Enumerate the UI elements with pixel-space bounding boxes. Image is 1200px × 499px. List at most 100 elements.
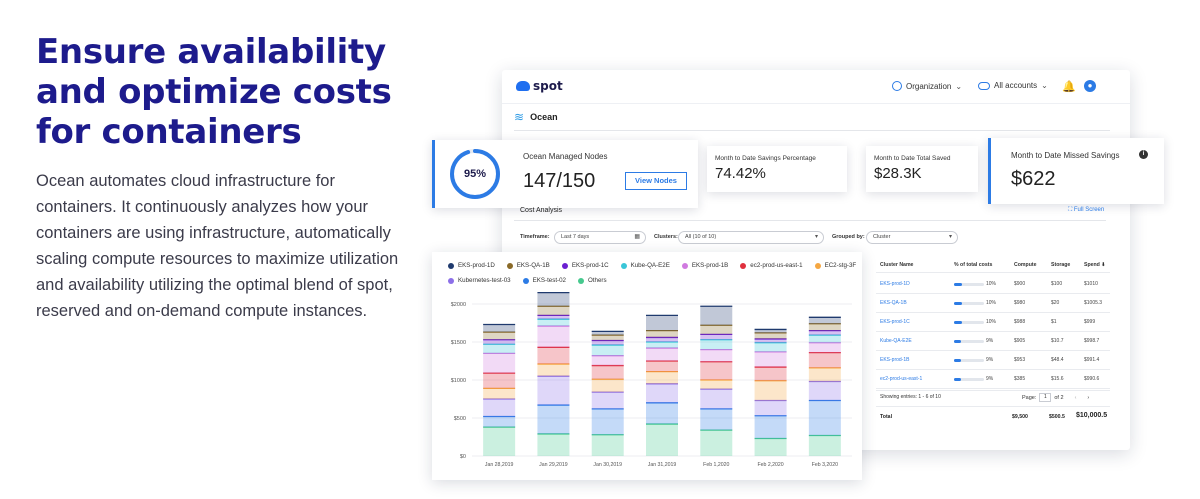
bar-segment[interactable] [808, 435, 841, 456]
bar-segment[interactable] [537, 292, 570, 307]
bar-segment[interactable] [754, 400, 787, 416]
bar-segment[interactable] [537, 319, 570, 327]
bar-segment[interactable] [808, 335, 841, 343]
bar-segment[interactable] [537, 433, 570, 456]
bar-segment[interactable] [483, 324, 516, 333]
col-header-cluster[interactable]: Cluster Name [880, 262, 914, 268]
bar-segment[interactable] [700, 339, 733, 350]
bar-segment[interactable] [754, 367, 787, 381]
bar-segment[interactable] [483, 344, 516, 354]
col-header-spend[interactable]: Spend ⬇ [1084, 262, 1106, 268]
legend-item[interactable]: Others [577, 277, 607, 284]
info-icon[interactable]: i [1139, 150, 1148, 159]
bar-segment[interactable] [483, 339, 516, 345]
bell-icon[interactable]: 🔔 [1062, 81, 1076, 93]
bar-segment[interactable] [591, 355, 624, 366]
organization-selector[interactable]: Organization ⌄ [892, 81, 962, 91]
legend-item[interactable]: EKS-prod-1B [681, 262, 728, 269]
bar-segment[interactable] [646, 371, 678, 384]
bar-segment[interactable] [646, 315, 678, 331]
table-row[interactable]: ec2-prod-us-east-1 9% $385 $15.6 $990.6 [876, 370, 1110, 389]
next-page-icon[interactable]: › [1087, 394, 1090, 401]
bar-segment[interactable] [646, 361, 678, 372]
bar-segment[interactable] [591, 365, 624, 380]
bar-segment[interactable] [700, 380, 733, 390]
table-row[interactable]: Kube-QA-E2E 9% $905 $10.7 $998.7 [876, 332, 1110, 351]
bar-segment[interactable] [537, 376, 570, 406]
bar-segment[interactable] [754, 380, 787, 401]
bar-segment[interactable] [646, 383, 678, 403]
legend-item[interactable]: ec2-prod-us-east-1 [740, 262, 803, 269]
bar-segment[interactable] [483, 399, 516, 417]
bar-segment[interactable] [808, 400, 841, 436]
bar-segment[interactable] [700, 334, 733, 340]
cluster-name-link[interactable]: EKS-prod-1B [880, 357, 910, 363]
bar-segment[interactable] [537, 326, 570, 348]
cluster-name-link[interactable]: EKS-prod-1C [880, 319, 910, 325]
table-row[interactable]: EKS-QA-1B 10% $980 $20 $1005.3 [876, 294, 1110, 313]
bar-segment[interactable] [537, 315, 570, 320]
bar-segment[interactable] [483, 416, 516, 428]
bar-segment[interactable] [700, 361, 733, 380]
bar-segment[interactable] [700, 408, 733, 431]
bar-segment[interactable] [646, 342, 678, 349]
table-row[interactable]: EKS-prod-1C 10% $988 $1 $999 [876, 313, 1110, 332]
bar-segment[interactable] [754, 342, 787, 352]
legend-item[interactable]: EC2-stg-3F [814, 262, 856, 269]
timeframe-select[interactable]: Last 7 days ▦ [554, 231, 646, 244]
bar-segment[interactable] [537, 306, 570, 316]
cluster-name-link[interactable]: EKS-QA-1B [880, 300, 907, 306]
bar-segment[interactable] [646, 348, 678, 361]
bar-segment[interactable] [591, 340, 624, 346]
bar-segment[interactable] [700, 349, 733, 362]
bar-segment[interactable] [808, 352, 841, 368]
user-icon[interactable]: ● [1084, 80, 1096, 92]
bar-segment[interactable] [808, 317, 841, 324]
grouped-by-select[interactable]: Cluster ▾ [866, 231, 958, 244]
col-header-storage[interactable]: Storage [1051, 262, 1071, 268]
bar-segment[interactable] [646, 424, 678, 456]
col-header-compute[interactable]: Compute [1014, 262, 1037, 268]
cluster-name-link[interactable]: Kube-QA-E2E [880, 338, 912, 344]
bar-segment[interactable] [808, 367, 841, 382]
bar-segment[interactable] [591, 331, 624, 336]
bar-segment[interactable] [483, 388, 516, 399]
spot-logo[interactable]: spot [516, 79, 563, 93]
bar-segment[interactable] [754, 329, 787, 333]
legend-item[interactable]: EKS-test-02 [522, 277, 566, 284]
bar-segment[interactable] [646, 330, 678, 338]
bar-segment[interactable] [754, 415, 787, 439]
bar-segment[interactable] [754, 332, 787, 339]
legend-item[interactable]: EKS-prod-1C [561, 262, 609, 269]
bar-segment[interactable] [808, 323, 841, 331]
bar-segment[interactable] [808, 342, 841, 353]
bar-segment[interactable] [591, 335, 624, 341]
cluster-name-link[interactable]: EKS-prod-1D [880, 281, 910, 287]
col-header-pct[interactable]: % of total costs [954, 262, 993, 268]
bar-segment[interactable] [537, 347, 570, 365]
bar-segment[interactable] [808, 330, 841, 336]
clusters-select[interactable]: All (10 of 10) ▾ [678, 231, 824, 244]
legend-item[interactable]: EKS-prod-1D [448, 262, 495, 269]
bar-segment[interactable] [591, 434, 624, 456]
bar-segment[interactable] [646, 402, 678, 425]
bar-segment[interactable] [537, 405, 570, 434]
legend-item[interactable]: EKS-QA-1B [506, 262, 550, 269]
prev-page-icon[interactable]: ‹ [1074, 394, 1077, 401]
cluster-name-link[interactable]: ec2-prod-us-east-1 [880, 376, 923, 382]
bar-segment[interactable] [483, 427, 516, 456]
bar-segment[interactable] [483, 373, 516, 389]
bar-segment[interactable] [754, 438, 787, 456]
table-row[interactable]: EKS-prod-1D 10% $900 $100 $1010 [876, 275, 1110, 294]
bar-segment[interactable] [483, 332, 516, 340]
page-input[interactable]: 1 [1039, 393, 1052, 402]
legend-item[interactable]: Kubernetes-test-03 [448, 277, 511, 284]
full-screen-link[interactable]: ⛶ Full Screen [1068, 207, 1104, 214]
bar-segment[interactable] [591, 392, 624, 409]
bar-segment[interactable] [591, 408, 624, 435]
bar-segment[interactable] [537, 364, 570, 377]
bar-segment[interactable] [700, 389, 733, 409]
view-nodes-button[interactable]: View Nodes [625, 172, 687, 190]
bar-segment[interactable] [646, 337, 678, 342]
bar-segment[interactable] [700, 306, 733, 326]
